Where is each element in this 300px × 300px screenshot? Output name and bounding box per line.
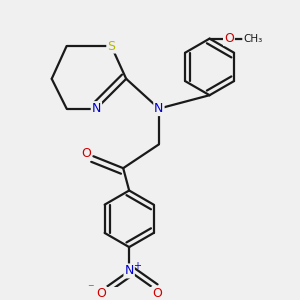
Text: O: O bbox=[152, 287, 162, 300]
Text: O: O bbox=[224, 32, 234, 45]
Text: N: N bbox=[92, 102, 101, 115]
Text: O: O bbox=[81, 147, 91, 160]
Text: O: O bbox=[96, 287, 106, 300]
Text: ⁻: ⁻ bbox=[87, 282, 94, 295]
Text: CH₃: CH₃ bbox=[243, 34, 262, 44]
Text: N: N bbox=[124, 264, 134, 278]
Text: +: + bbox=[134, 261, 142, 271]
Text: S: S bbox=[107, 40, 115, 52]
Text: N: N bbox=[154, 102, 164, 115]
